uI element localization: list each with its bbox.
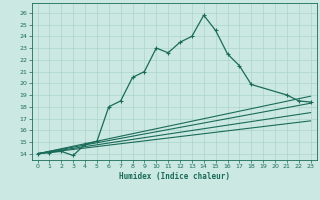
X-axis label: Humidex (Indice chaleur): Humidex (Indice chaleur) [119,172,229,181]
